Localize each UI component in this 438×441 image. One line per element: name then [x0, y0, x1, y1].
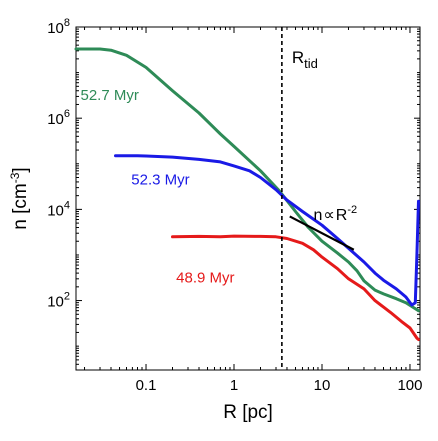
x-tick-label: 0.1	[136, 377, 157, 394]
tidal-radius-label: Rtid	[292, 48, 318, 71]
series-label-48-9: 48.9 Myr	[176, 269, 234, 286]
tidal-radius-label-main: R	[292, 48, 304, 67]
y-tick-label: 108	[47, 17, 70, 37]
x-tick-label: 10	[314, 377, 331, 394]
series-line-48-9-myr	[171, 234, 420, 341]
series-line-52-7-myr	[74, 47, 420, 313]
x-tick-label: 1	[230, 377, 238, 394]
y-axis-label-close: ]	[10, 167, 31, 172]
plot-frame	[75, 26, 421, 371]
y-tick-label: 102	[47, 291, 70, 311]
tidal-radius-label-sub: tid	[304, 56, 318, 71]
x-tick-label: 100	[397, 377, 422, 394]
reference-slope-label-n: n	[313, 207, 322, 224]
reference-slope-label-exp: -2	[347, 204, 357, 216]
y-tick-label: 106	[47, 108, 70, 128]
series-label-52-3: 52.3 Myr	[131, 172, 189, 189]
x-axis: 0.1 1 10 100	[84, 27, 422, 394]
series-labels: 52.7 Myr 52.3 Myr 48.9 Myr	[81, 87, 235, 286]
reference-slope-label-symbol: ∝	[323, 207, 334, 224]
reference-slope-line	[289, 215, 355, 251]
y-axis: 102 104 106 108	[47, 17, 420, 371]
reference-slope: n∝R-2	[289, 204, 357, 251]
y-axis-label: n [cm-3]	[8, 167, 31, 229]
y-tick-label: 104	[47, 199, 70, 219]
series-label-52-7: 52.7 Myr	[81, 87, 139, 104]
y-axis-label-exp: -3	[8, 172, 22, 183]
reference-slope-label-base: R	[336, 207, 348, 224]
reference-slope-label: n∝R-2	[313, 204, 357, 224]
series-lines	[74, 47, 420, 341]
series-line-52-3-myr	[114, 154, 420, 307]
x-axis-label: R [pc]	[223, 402, 273, 423]
plot-area	[75, 26, 421, 371]
y-axis-label-main: n [cm	[10, 183, 31, 229]
tidal-radius-marker: Rtid	[281, 27, 318, 370]
